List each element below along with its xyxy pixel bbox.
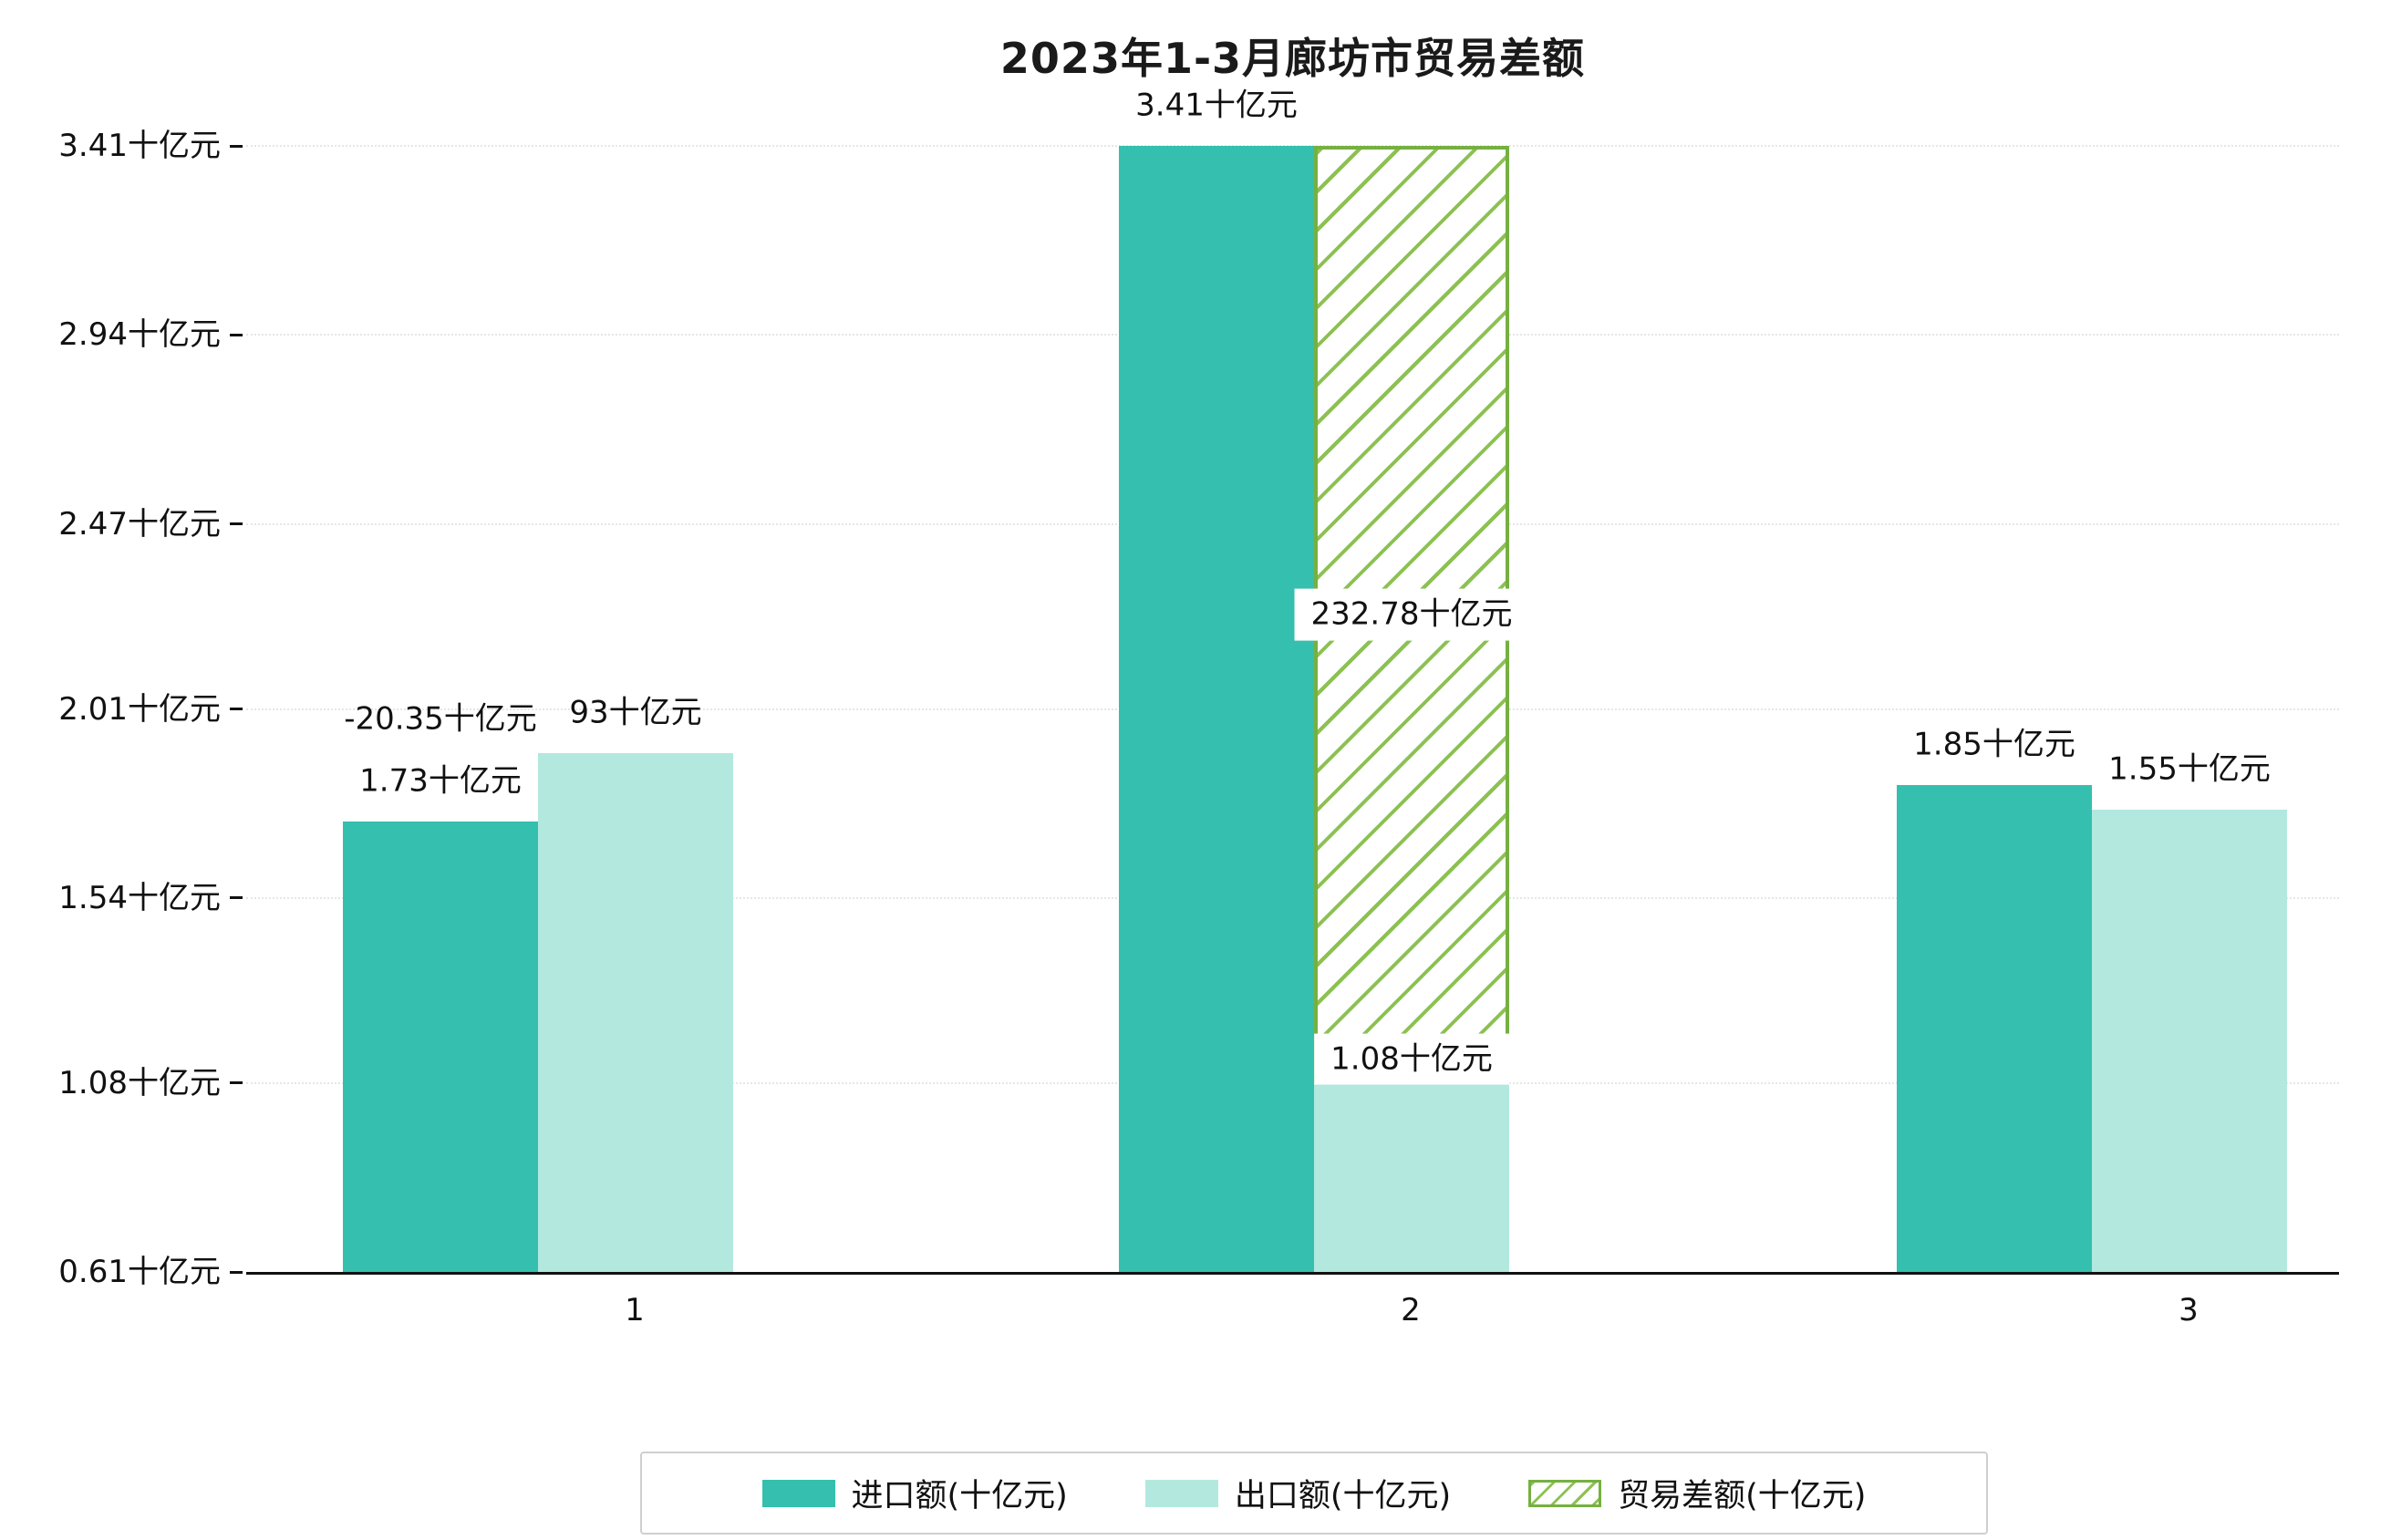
y-tick-label: 0.61十亿元 (58, 1254, 221, 1290)
x-axis-line (246, 1272, 2339, 1275)
y-tick-mark (230, 144, 243, 148)
bar-export (1314, 1082, 1509, 1272)
y-tick-label: 1.08十亿元 (58, 1064, 221, 1101)
bar-label-import: 3.41十亿元 (1135, 87, 1298, 124)
bar-export (2092, 809, 2287, 1272)
y-tick-label: 3.41十亿元 (58, 128, 221, 164)
legend-label-export: 出口额(十亿元) (1234, 1478, 1452, 1514)
x-tick-label: 3 (2179, 1292, 2199, 1328)
y-tick-label: 2.47十亿元 (58, 505, 221, 543)
y-tick-mark (230, 896, 243, 900)
y-tick-label: 2.94十亿元 (58, 316, 221, 354)
bar-label-trade-balance: 232.78十亿元 (1294, 588, 1529, 641)
legend-swatch-trade-balance (1528, 1479, 1602, 1507)
bar-label-export: 93十亿元 (569, 694, 702, 731)
bar-label-import: 1.85十亿元 (1913, 726, 2075, 763)
y-tick-mark (230, 333, 243, 336)
chart-title: 2023年1-3月廊坊市贸易差额 (999, 34, 1586, 83)
legend-label-trade-balance: 贸易差额(十亿元) (1618, 1478, 1867, 1514)
bar-label-export: 1.55十亿元 (2108, 750, 2271, 788)
y-tick-mark (230, 708, 243, 710)
x-tick-label: 1 (625, 1292, 645, 1328)
legend-item-trade-balance: 贸易差额(十亿元) (1528, 1470, 1866, 1516)
legend-item-export: 出口额(十亿元) (1144, 1470, 1452, 1516)
legend-swatch-export (1144, 1479, 1218, 1507)
y-tick-label: 1.54十亿元 (58, 879, 221, 916)
y-tick-mark (230, 1081, 243, 1085)
legend-swatch-import (761, 1479, 835, 1507)
bar-label-import: 1.73十亿元 (359, 762, 522, 800)
legend-label-import: 进口额(十亿元) (851, 1478, 1068, 1514)
y-tick-mark (230, 522, 243, 526)
y-tick-label: 2.01十亿元 (58, 690, 221, 728)
bar-label-trade-balance: -20.35十亿元 (344, 700, 537, 738)
bar-label-export: 1.08十亿元 (1314, 1033, 1509, 1086)
bar-export (538, 753, 733, 1272)
y-tick-mark (230, 1270, 243, 1274)
legend: 进口额(十亿元) 出口额(十亿元) 贸易差额(十亿元) (640, 1452, 1988, 1535)
bar-import (1119, 146, 1314, 1272)
legend-item-import: 进口额(十亿元) (761, 1470, 1068, 1516)
x-tick-label: 2 (1401, 1292, 1421, 1328)
bar-import (1897, 785, 2092, 1272)
bar-import (343, 822, 538, 1272)
